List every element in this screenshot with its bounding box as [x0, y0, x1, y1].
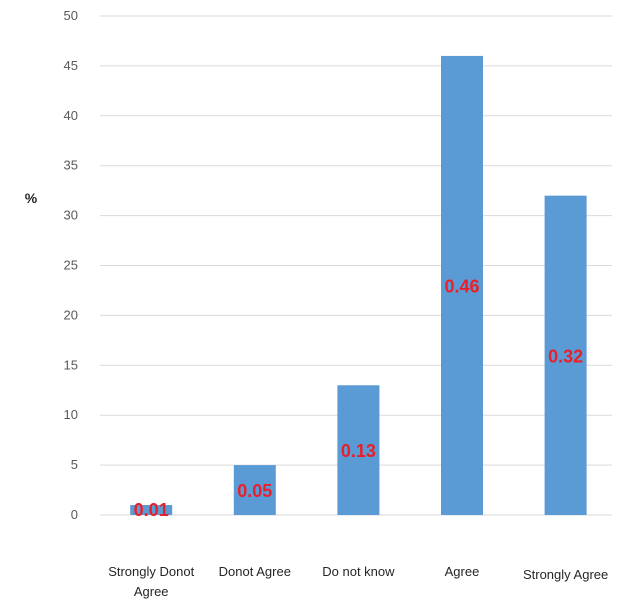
x-tick-label: Strongly Donot Agree — [108, 564, 194, 599]
y-tick-label: 40 — [64, 108, 78, 123]
data-label: 0.13 — [341, 441, 376, 461]
y-tick-label: 45 — [64, 58, 78, 73]
bar — [233, 465, 276, 515]
y-axis-ticks: 0 5 10 15 20 25 30 35 40 45 50 — [64, 8, 78, 522]
x-tick-label: Donot Agree — [219, 564, 291, 579]
bar — [544, 195, 587, 515]
y-tick-label: 0 — [71, 507, 78, 522]
x-tick-label: Agree — [445, 564, 480, 579]
y-tick-label: 5 — [71, 457, 78, 472]
gridlines — [100, 15, 612, 516]
bar — [441, 55, 483, 516]
bars — [130, 55, 587, 516]
y-tick-label: 35 — [64, 158, 78, 173]
data-label: 0.01 — [134, 500, 169, 520]
bar — [337, 385, 380, 515]
y-tick-label: 25 — [64, 258, 78, 273]
data-labels: 0.01 0.05 0.13 0.46 0.32 — [134, 276, 583, 520]
y-tick-label: 30 — [64, 208, 78, 223]
data-label: 0.46 — [444, 276, 479, 296]
y-axis-label: % — [25, 190, 38, 206]
data-label: 0.32 — [548, 346, 583, 366]
y-tick-label: 15 — [64, 357, 78, 372]
y-tick-label: 50 — [64, 8, 78, 23]
x-tick-label: Do not know — [322, 564, 395, 579]
y-tick-label: 10 — [64, 407, 78, 422]
y-tick-label: 20 — [64, 307, 78, 322]
data-label: 0.05 — [237, 481, 272, 501]
bar — [130, 505, 173, 515]
x-axis-ticks: Strongly Donot Agree Donot Agree Do not kno… — [108, 564, 608, 599]
x-tick-label: Strongly Agree — [523, 567, 608, 582]
